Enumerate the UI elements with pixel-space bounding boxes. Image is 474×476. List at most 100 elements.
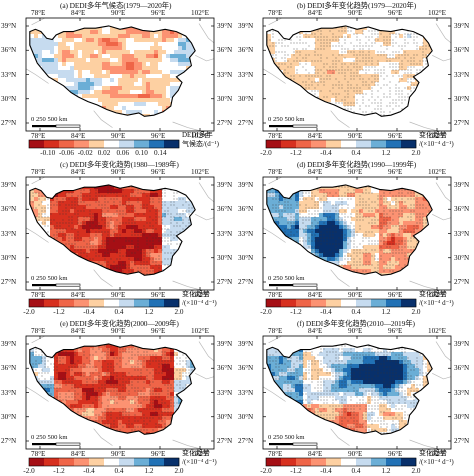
lat-tick-label: 39°N [454,340,470,348]
colorbar-label: /(×10⁻⁴ d⁻¹) [419,140,454,148]
neighbor-boundary [172,280,201,291]
colorbar-label: 变化趋势 [182,449,210,457]
colorbar-tick-label: -1.2 [290,308,302,316]
lat-tick-label: 33°N [217,388,233,397]
neighbor-boundary [409,121,438,132]
lat-tick-label: 33°N [217,229,233,238]
lat-tick-label: 27°N [217,437,233,445]
lat-tick-label: 30°N [238,253,254,262]
colorbar-tick-label: 2.0 [174,308,184,316]
neighbor-boundary [93,269,113,287]
colorbar-swatch [59,299,75,307]
lon-tick-label: 96°E [388,450,403,458]
neighbor-boundary [268,17,282,26]
colorbar-swatch [149,299,165,307]
colorbar-frame [265,139,417,149]
lon-tick-label: 90°E [111,291,126,299]
colorbar-swatch [104,458,120,466]
lon-tick-label: 84°E [308,168,323,176]
lon-tick-label: 84°E [71,132,86,140]
lon-tick-label: 78°E [268,132,283,140]
lat-tick-label: 39°N [217,22,233,30]
neighbor-boundary [330,269,350,287]
colorbar-swatch [44,299,60,307]
neighbor-boundary [172,121,201,132]
colorbar-swatch [296,140,312,148]
colorbar-swatch [74,458,90,466]
colorbar-label: 变化趋势 [182,290,210,298]
neighbor-boundary [198,182,215,203]
colorbar-tick-label: -2.0 [23,467,35,475]
lat-tick-label: 30°N [238,412,254,421]
lat-tick-label: 27°N [454,437,470,445]
colorbar-tick-label: -0.4 [83,308,95,316]
colorbar-tick-label: 0.4 [351,149,361,157]
colorbar-swatch [149,140,165,148]
map-panel-d: (d) DEDI多年变化趋势(1990—1999年) 78°E 78°E 84°E 84… [237,159,474,317]
colorbar-swatch [281,299,297,307]
map-figure [25,17,215,149]
colorbar-swatch [371,140,387,148]
lon-tick-label: 96°E [388,168,403,176]
neighbor-boundary [432,54,452,62]
lon-tick-label: 102°E [191,132,210,140]
lon-tick-label: 90°E [111,9,126,17]
colorbar-swatch [149,458,165,466]
lat-tick-label: 36°N [238,205,254,214]
colorbar-tick-label: -0.4 [320,308,332,316]
colorbar-frame [265,457,417,467]
colorbar-tick-label: 0.4 [114,467,124,475]
lat-tick-label: 33°N [238,70,254,79]
colorbar-tick-label: -1.2 [290,467,302,475]
plateau-boundary [266,184,433,276]
colorbar-tick-label: 0.4 [351,467,361,475]
colorbar-swatch [44,458,60,466]
colorbar-swatch [104,299,120,307]
colorbar-swatch [341,458,357,466]
map-panel-f: (f) DEDI多年变化趋势(2010—2019年) 78°E 78°E 84°E 84… [237,318,474,476]
colorbar-label: DEDI多年 [182,131,213,139]
lat-tick-label: 30°N [217,253,233,262]
lat-tick-label: 36°N [454,205,470,214]
lat-tick-label: 27°N [1,119,17,127]
lat-tick-label: 39°N [238,22,254,30]
lon-tick-label: 78°E [31,9,46,17]
neighbor-boundary [409,280,438,291]
neighbor-boundary [195,213,215,221]
lat-tick-label: 30°N [1,412,17,421]
colorbar-label: /(×10⁻⁴ d⁻¹) [419,299,454,307]
map-figure [25,176,215,308]
lat-tick-label: 30°N [454,94,470,103]
map-figure [262,176,452,308]
colorbar-tick-label: -0.4 [320,149,332,157]
colorbar-swatch [386,458,402,466]
lat-tick-label: 33°N [454,388,470,397]
colorbar-swatch [134,299,150,307]
colorbar-tick-label: 2.0 [411,149,421,157]
neighbor-boundary [330,428,350,446]
lon-tick-label: 78°E [268,327,283,335]
scale-bar-label: 0 250 500 km [268,434,305,441]
lon-tick-label: 102°E [191,168,210,176]
colorbar-tick-label: -2.0 [23,308,35,316]
plateau-boundary [29,343,196,435]
lat-tick-label: 27°N [238,119,254,127]
colorbar-tick-label: -0.10 [40,149,56,157]
lon-tick-label: 78°E [268,450,283,458]
colorbar-swatch [311,299,327,307]
lon-tick-label: 96°E [151,168,166,176]
lon-tick-label: 84°E [71,291,86,299]
lon-tick-label: 84°E [308,450,323,458]
colorbar-tick-label: -0.4 [320,467,332,475]
colorbar-swatch [266,299,282,307]
colorbar-swatch [326,299,342,307]
lon-tick-label: 102°E [191,291,210,299]
neighbor-boundary [435,23,452,44]
lat-tick-label: 39°N [238,340,254,348]
panel-title: (a) DEDI多年气候态(1979—2020年) [60,1,172,10]
colorbar-tick-label: 1.2 [381,467,391,475]
colorbar-tick-label: -0.02 [77,149,93,157]
lon-tick-label: 96°E [388,9,403,17]
map-figure [25,335,215,467]
colorbar-tick-label: 1.2 [381,308,391,316]
